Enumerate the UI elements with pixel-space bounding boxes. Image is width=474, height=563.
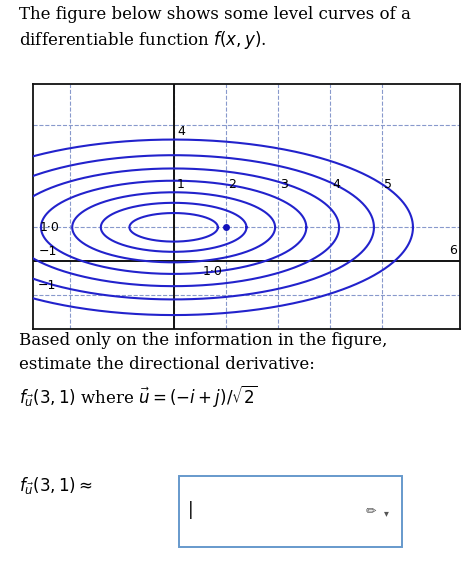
Text: The figure below shows some level curves of a
differentiable function $f(x, y)$.: The figure below shows some level curves… — [19, 6, 411, 51]
Text: 5: 5 — [384, 177, 392, 190]
Text: −1: −1 — [38, 245, 57, 258]
Text: 1·0: 1·0 — [202, 265, 222, 278]
Text: |: | — [187, 501, 193, 519]
Text: 1·0: 1·0 — [39, 221, 59, 234]
Text: 4: 4 — [332, 177, 340, 190]
FancyBboxPatch shape — [179, 476, 402, 547]
Text: 2: 2 — [228, 177, 236, 190]
Text: 3: 3 — [280, 177, 288, 190]
Text: ✏: ✏ — [366, 505, 376, 518]
Text: 1: 1 — [176, 177, 184, 190]
Text: $f_{\vec{u}}(3, 1) \approx$: $f_{\vec{u}}(3, 1) \approx$ — [19, 475, 93, 496]
Text: Based only on the information in the figure,
estimate the directional derivative: Based only on the information in the fig… — [19, 332, 387, 409]
Text: 6: 6 — [449, 244, 457, 257]
Text: −1: −1 — [37, 279, 56, 292]
Text: ▾: ▾ — [384, 508, 389, 518]
Text: 4: 4 — [178, 125, 186, 138]
